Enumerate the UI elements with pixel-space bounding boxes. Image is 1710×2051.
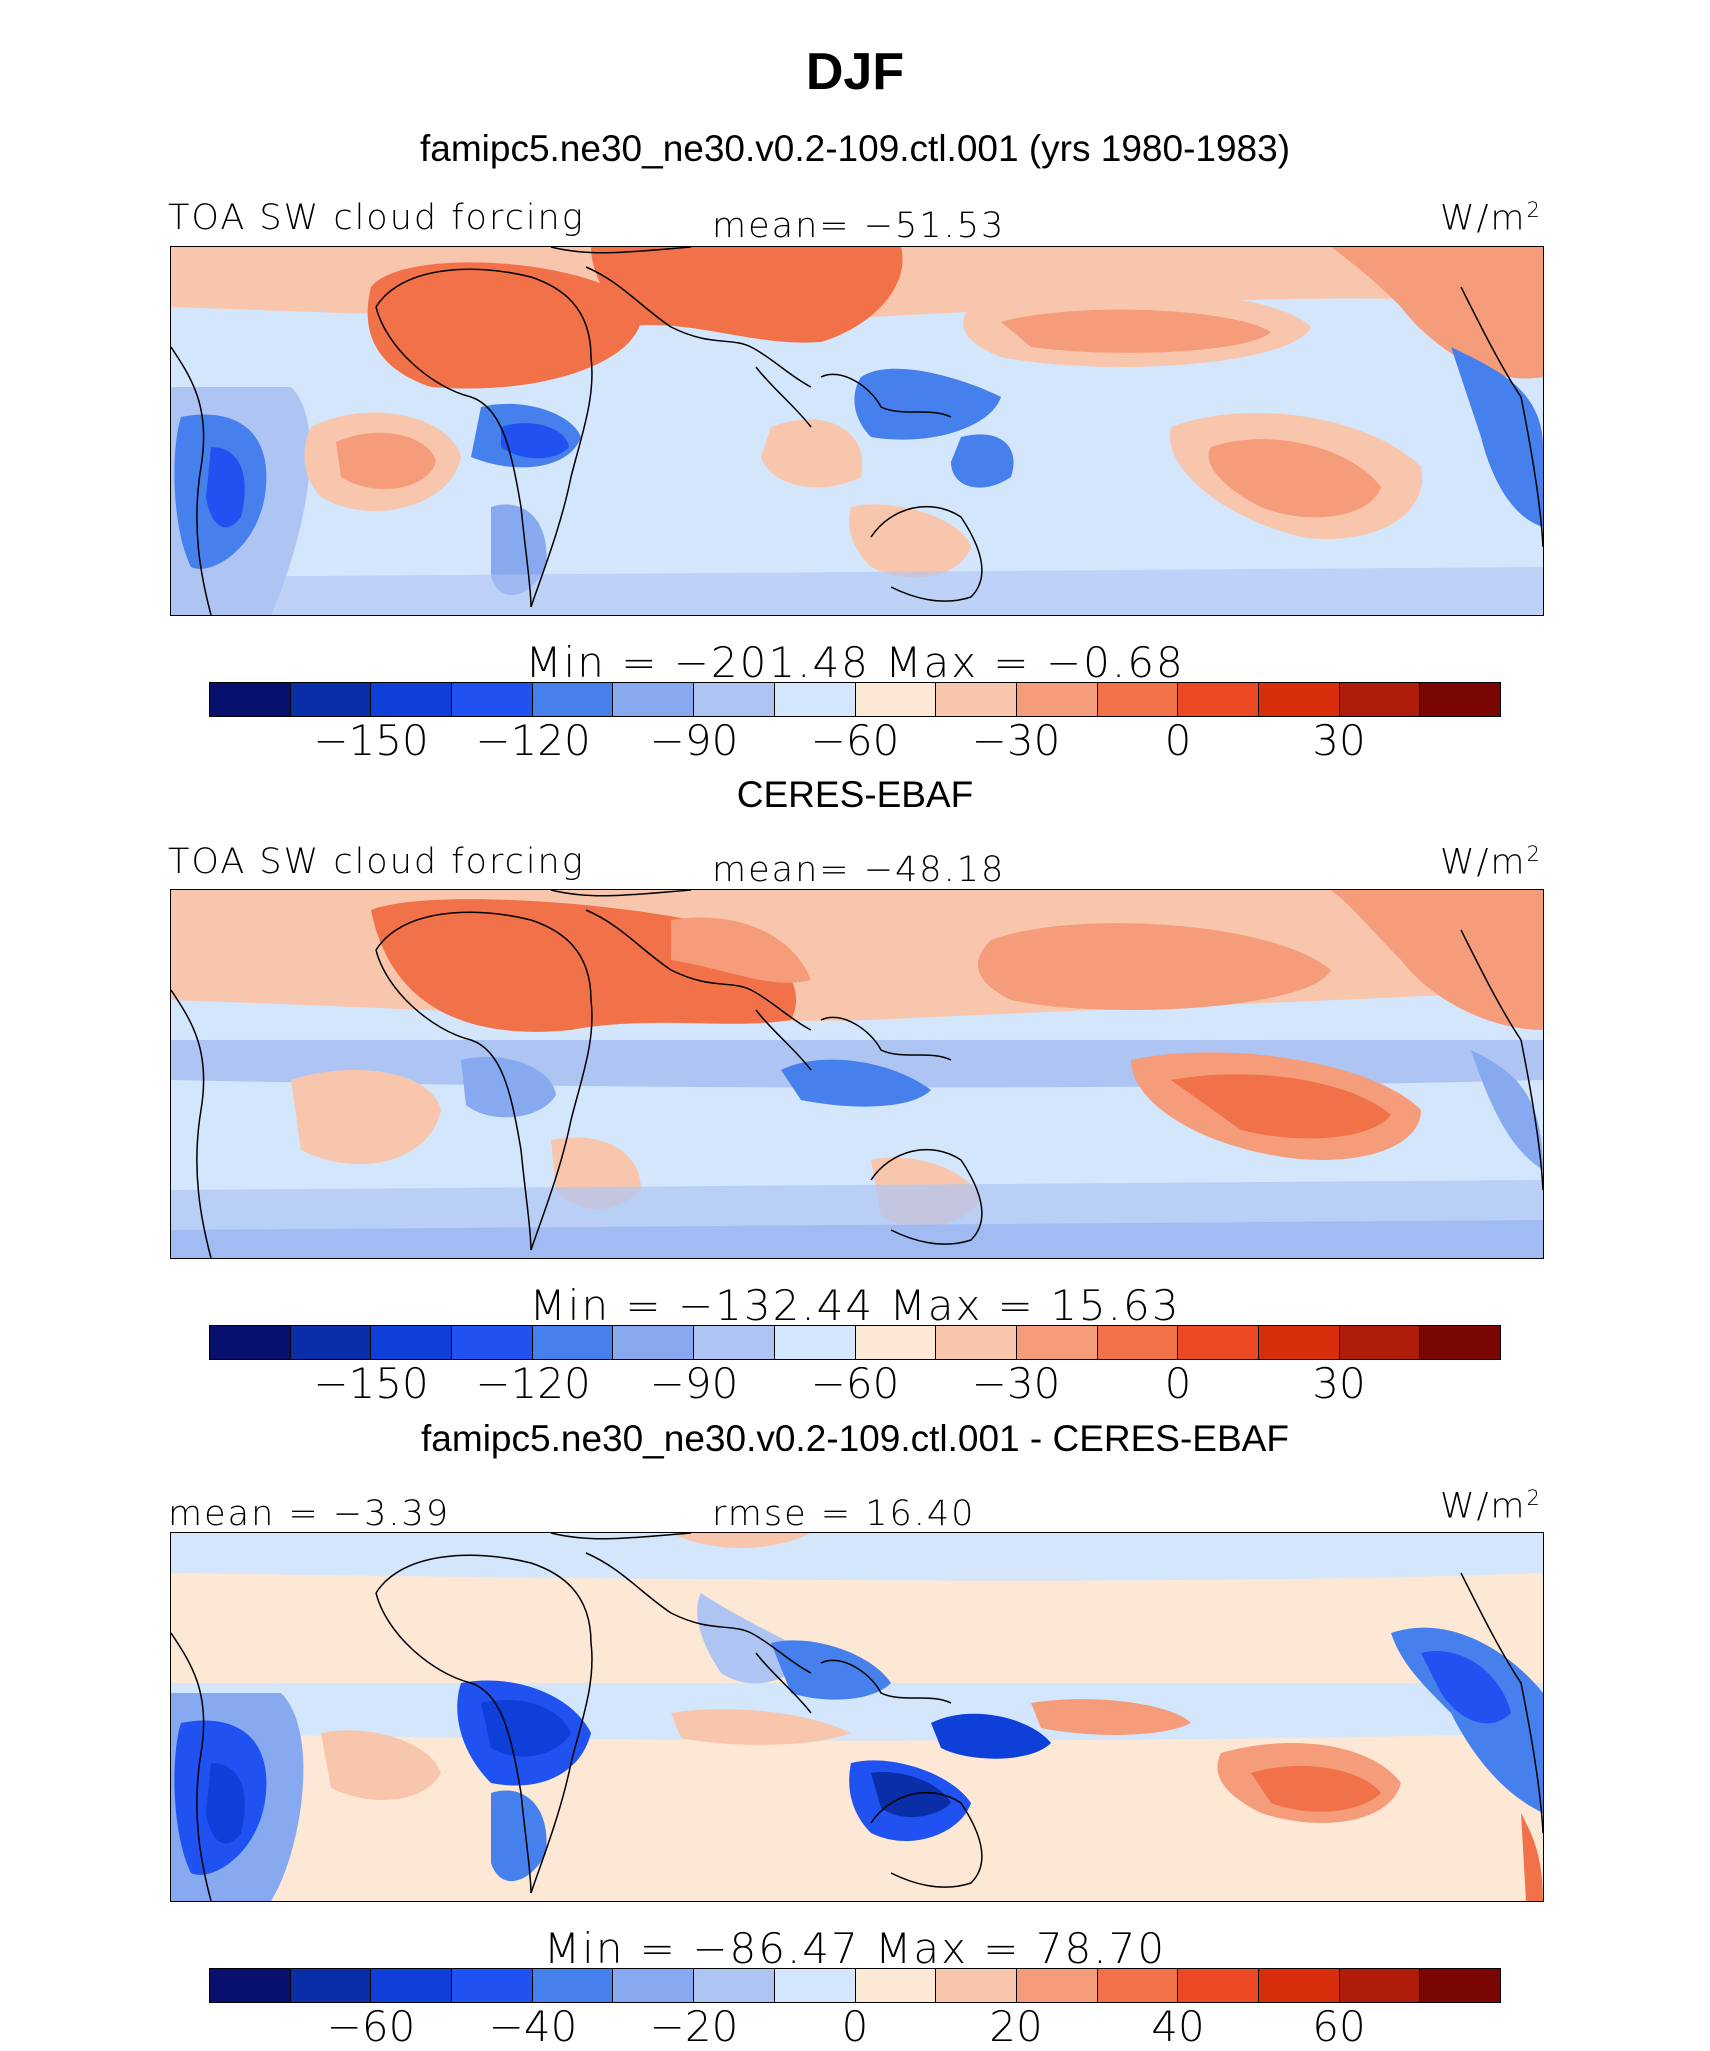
panel-1-tick-label: −120 — [475, 716, 591, 765]
panel-3-min-max: Min = −86.47 Max = 78.70 — [543, 1924, 1167, 1973]
colorbar-swatch — [1097, 683, 1179, 716]
colorbar-swatch — [1178, 1326, 1259, 1359]
panel-2-left-label: TOA SW cloud forcing — [168, 842, 585, 882]
panel-1-tick-label: 0 — [1164, 716, 1192, 765]
panel-2-subtitle: CERES-EBAF — [736, 774, 974, 815]
panel-1-mean-label: mean= −51.53 — [712, 206, 1006, 246]
colorbar-swatch — [1178, 1969, 1259, 2002]
panel-3-units: W/m2 — [1440, 1486, 1542, 1527]
panel-2-tick-label: −120 — [475, 1359, 591, 1408]
panel-1-left-label: TOA SW cloud forcing — [168, 198, 585, 238]
panel-3-map-plot — [171, 1533, 1543, 1901]
colorbar-swatch — [1016, 1326, 1098, 1359]
colorbar-swatch — [855, 683, 937, 716]
panel-1-colorbar — [209, 682, 1501, 717]
colorbar-swatch — [371, 1969, 453, 2002]
colorbar-swatch — [613, 1326, 695, 1359]
panel-1-units: W/m2 — [1440, 198, 1542, 239]
colorbar-swatch — [613, 1969, 695, 2002]
panel-2-tick-label: −90 — [649, 1359, 739, 1408]
colorbar-swatch — [694, 683, 775, 716]
colorbar-swatch — [774, 1326, 856, 1359]
colorbar-swatch — [532, 1969, 614, 2002]
colorbar-swatch — [936, 683, 1017, 716]
panel-3-mean-label: mean = −3.39 — [168, 1494, 451, 1534]
colorbar-swatch — [1339, 1969, 1421, 2002]
panel-2-tick-label: 30 — [1312, 1359, 1366, 1408]
colorbar-swatch — [290, 1969, 372, 2002]
panel-3-map — [170, 1532, 1544, 1902]
colorbar-swatch — [694, 1969, 775, 2002]
panel-3-tick-label: 0 — [841, 2002, 869, 2051]
colorbar-swatch — [1420, 1969, 1500, 2002]
colorbar-swatch — [1420, 1326, 1500, 1359]
colorbar-swatch — [1178, 683, 1259, 716]
colorbar-swatch — [936, 1326, 1017, 1359]
colorbar-swatch — [452, 1326, 533, 1359]
panel-3-tick-label: 60 — [1312, 2002, 1366, 2051]
colorbar-swatch — [774, 683, 856, 716]
panel-3-tick-label: 20 — [989, 2002, 1043, 2051]
colorbar-swatch — [855, 1969, 937, 2002]
colorbar-swatch — [774, 1969, 856, 2002]
panel-3-tick-label: 40 — [1151, 2002, 1205, 2051]
panel-2-tick-label: −30 — [971, 1359, 1061, 1408]
colorbar-swatch — [452, 683, 533, 716]
colorbar-swatch — [210, 1326, 291, 1359]
panel-2-tick-label: 0 — [1164, 1359, 1192, 1408]
colorbar-swatch — [210, 683, 291, 716]
colorbar-swatch — [1258, 1326, 1340, 1359]
figure-title: DJF — [805, 43, 905, 101]
panel-2-map-plot — [171, 890, 1543, 1258]
panel-1-min-max: Min = −201.48 Max = −0.68 — [525, 638, 1185, 687]
panel-2-map — [170, 889, 1544, 1259]
panel-2-min-max: Min = −132.44 Max = 15.63 — [529, 1281, 1181, 1330]
panel-1-tick-label: 30 — [1312, 716, 1366, 765]
panel-3-colorbar — [209, 1968, 1501, 2003]
panel-3-subtitle: famipc5.ne30_ne30.v0.2-109.ctl.001 - CER… — [421, 1418, 1289, 1459]
colorbar-swatch — [371, 1326, 453, 1359]
colorbar-swatch — [1097, 1326, 1179, 1359]
colorbar-swatch — [290, 1326, 372, 1359]
colorbar-swatch — [290, 683, 372, 716]
panel-2-colorbar — [209, 1325, 1501, 1360]
colorbar-swatch — [1339, 683, 1421, 716]
panel-2-mean-label: mean= −48.18 — [712, 850, 1006, 890]
colorbar-swatch — [694, 1326, 775, 1359]
panel-3-tick-label: −60 — [326, 2002, 416, 2051]
panel-1-subtitle: famipc5.ne30_ne30.v0.2-109.ctl.001 (yrs … — [419, 128, 1291, 169]
colorbar-swatch — [1258, 683, 1340, 716]
colorbar-swatch — [532, 1326, 614, 1359]
colorbar-swatch — [1016, 1969, 1098, 2002]
panel-3-tick-label: −40 — [488, 2002, 578, 2051]
colorbar-swatch — [1016, 683, 1098, 716]
panel-2-tick-label: −60 — [810, 1359, 900, 1408]
panel-3-tick-label: −20 — [649, 2002, 739, 2051]
colorbar-swatch — [613, 683, 695, 716]
colorbar-swatch — [1420, 683, 1500, 716]
colorbar-swatch — [855, 1326, 937, 1359]
panel-1-tick-label: −60 — [810, 716, 900, 765]
panel-2-units: W/m2 — [1440, 842, 1542, 883]
panel-1-tick-label: −90 — [649, 716, 739, 765]
panel-1-tick-label: −150 — [313, 716, 429, 765]
colorbar-swatch — [371, 683, 453, 716]
colorbar-swatch — [1097, 1969, 1179, 2002]
colorbar-swatch — [210, 1969, 291, 2002]
colorbar-swatch — [1339, 1326, 1421, 1359]
panel-1-tick-label: −30 — [971, 716, 1061, 765]
panel-2-tick-label: −150 — [313, 1359, 429, 1408]
colorbar-swatch — [1258, 1969, 1340, 2002]
colorbar-swatch — [452, 1969, 533, 2002]
colorbar-swatch — [936, 1969, 1017, 2002]
panel-1-map — [170, 246, 1544, 616]
panel-3-rmse-label: rmse = 16.40 — [712, 1494, 976, 1534]
colorbar-swatch — [532, 683, 614, 716]
panel-1-map-plot — [171, 247, 1543, 615]
